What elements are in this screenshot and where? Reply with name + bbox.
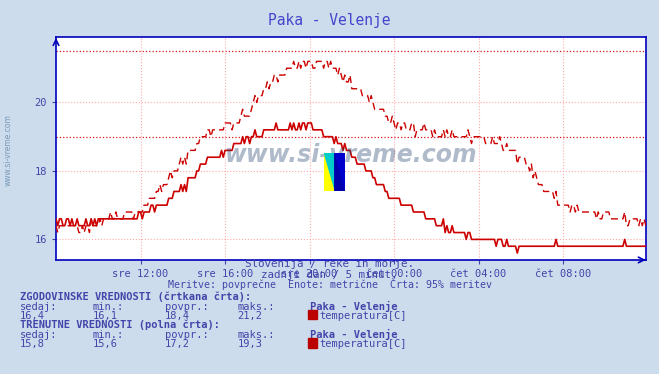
Text: 15,8: 15,8: [20, 339, 45, 349]
Text: www.si-vreme.com: www.si-vreme.com: [225, 143, 477, 167]
Text: temperatura[C]: temperatura[C]: [320, 311, 407, 321]
Text: sedaj:: sedaj:: [20, 302, 57, 312]
Text: Paka - Velenje: Paka - Velenje: [310, 301, 397, 312]
Text: Meritve: povprečne  Enote: metrične  Črta: 95% meritev: Meritve: povprečne Enote: metrične Črta:…: [167, 278, 492, 289]
Text: min.:: min.:: [92, 330, 123, 340]
Text: povpr.:: povpr.:: [165, 330, 208, 340]
Text: Paka - Velenje: Paka - Velenje: [268, 13, 391, 28]
Polygon shape: [324, 153, 335, 191]
Text: www.si-vreme.com: www.si-vreme.com: [4, 114, 13, 186]
Text: povpr.:: povpr.:: [165, 302, 208, 312]
Text: Paka - Velenje: Paka - Velenje: [310, 329, 397, 340]
Text: 17,2: 17,2: [165, 339, 190, 349]
Text: 18,4: 18,4: [165, 311, 190, 321]
Text: temperatura[C]: temperatura[C]: [320, 339, 407, 349]
Polygon shape: [324, 153, 335, 191]
Text: TRENUTNE VREDNOSTI (polna črta):: TRENUTNE VREDNOSTI (polna črta):: [20, 320, 219, 330]
Text: maks.:: maks.:: [237, 330, 275, 340]
Text: 16,1: 16,1: [92, 311, 117, 321]
Text: 16,4: 16,4: [20, 311, 45, 321]
Text: sedaj:: sedaj:: [20, 330, 57, 340]
Text: zadnji dan / 5 minut.: zadnji dan / 5 minut.: [261, 270, 398, 279]
Text: maks.:: maks.:: [237, 302, 275, 312]
Text: Slovenija / reke in morje.: Slovenija / reke in morje.: [245, 260, 414, 269]
Polygon shape: [335, 153, 345, 191]
Text: 21,2: 21,2: [237, 311, 262, 321]
Polygon shape: [335, 153, 345, 191]
Text: 19,3: 19,3: [237, 339, 262, 349]
Text: ZGODOVINSKE VREDNOSTI (črtkana črta):: ZGODOVINSKE VREDNOSTI (črtkana črta):: [20, 291, 251, 302]
Text: 15,6: 15,6: [92, 339, 117, 349]
Text: min.:: min.:: [92, 302, 123, 312]
